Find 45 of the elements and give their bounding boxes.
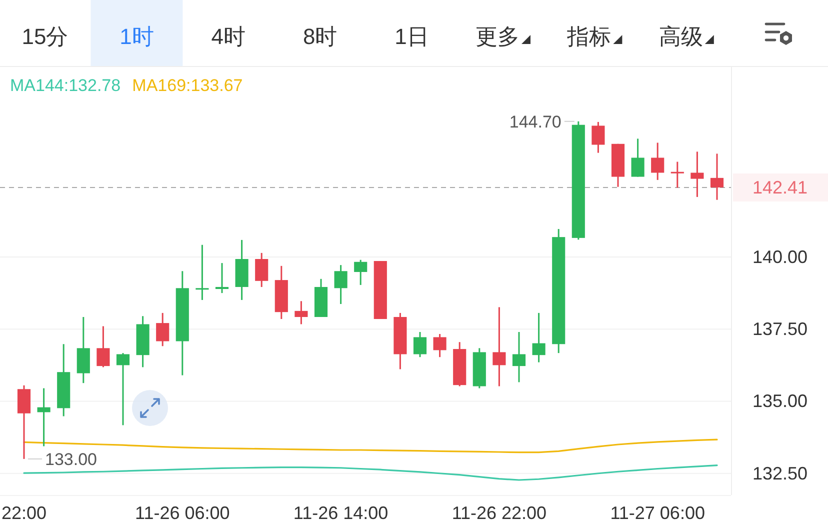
y-tick-label: 137.50	[752, 319, 808, 340]
candlestick	[96, 325, 110, 368]
candlestick	[354, 259, 368, 286]
annotation: 144.70	[509, 112, 562, 132]
y-tick-label: 135.00	[752, 391, 808, 412]
candlestick	[196, 244, 209, 301]
candlestick	[334, 264, 348, 305]
text: 1日	[394, 24, 429, 49]
x-tick-label: 11-27 06:00	[610, 503, 705, 523]
candlestick	[492, 306, 506, 387]
candlestick	[413, 331, 427, 358]
candlestick	[116, 352, 130, 426]
annotation: 133.00	[45, 450, 97, 469]
candlestick	[294, 300, 308, 325]
text: 15分	[22, 24, 68, 49]
text: 142.41	[752, 177, 808, 198]
text: 更多	[476, 24, 520, 49]
text: MA144:132.78	[10, 76, 121, 95]
text: 指标	[566, 24, 612, 49]
line-series	[23, 438, 718, 454]
text: 4时	[211, 24, 246, 49]
candlestick	[215, 262, 229, 294]
candlestick	[433, 333, 446, 358]
candlestick	[255, 252, 268, 288]
y-tick-label: 140.00	[752, 246, 808, 267]
text: 高级	[658, 24, 703, 49]
candlestick	[670, 161, 684, 188]
candlestick	[710, 152, 724, 201]
candlestick	[37, 388, 50, 447]
x-tick-label: 22:00	[1, 503, 47, 523]
x-tick-label: 11-26 14:00	[293, 503, 388, 523]
text: MA169:133.67	[132, 76, 243, 95]
candlestick	[512, 331, 526, 383]
candlestick	[592, 121, 605, 154]
x-tick-label: 11-26 06:00	[135, 503, 230, 523]
text: 1时	[120, 24, 154, 49]
text: 8时	[302, 24, 338, 49]
candlestick	[532, 312, 546, 364]
candlestick	[631, 138, 644, 178]
candlestick	[690, 150, 704, 198]
candlestick	[651, 142, 664, 181]
x-tick-label: 11-26 22:00	[452, 503, 547, 523]
y-tick-label: 132.50	[752, 463, 808, 484]
candlestick	[156, 312, 170, 347]
line-series	[23, 464, 718, 481]
